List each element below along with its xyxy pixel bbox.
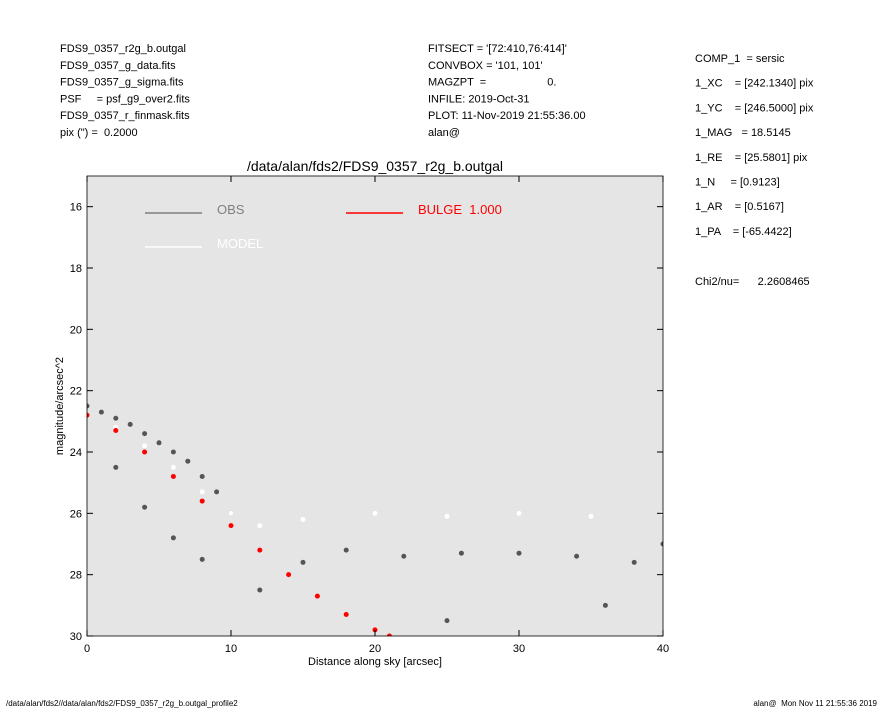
footer-left: /data/alan/fds2//data/alan/fds2/FDS9_035…	[6, 699, 238, 708]
header-line: FDS9_0357_g_data.fits	[60, 60, 176, 72]
x-tick-label: 10	[225, 643, 237, 655]
header-line: alan@	[428, 127, 460, 139]
header-line: FDS9_0357_r2g_b.outgal	[60, 43, 186, 55]
chi2: Chi2/nu= 2.2608465	[695, 276, 810, 288]
y-tick-label: 24	[70, 447, 82, 459]
data-point	[185, 458, 191, 464]
y-tick-label: 18	[70, 263, 82, 275]
data-point	[98, 409, 104, 415]
header-line: INFILE: 2019-Oct-31	[428, 93, 530, 105]
data-point	[257, 587, 263, 593]
data-point	[228, 523, 234, 529]
data-point	[386, 633, 392, 636]
header-line: pix (") = 0.2000	[60, 127, 138, 139]
data-point	[142, 449, 148, 455]
x-axis-label: Distance along sky [arcsec]	[308, 656, 442, 668]
data-point	[156, 440, 162, 446]
y-axis-label: magnitude/arcsec^2	[54, 357, 66, 455]
y-tick-label: 30	[70, 631, 82, 643]
footer-right: alan@ Mon Nov 11 21:55:36 2019	[753, 699, 877, 708]
data-point	[199, 556, 205, 562]
y-tick-label: 22	[70, 386, 82, 398]
data-point	[516, 510, 522, 516]
data-point	[228, 510, 234, 516]
fit-param: 1_PA = [-65.4422]	[695, 226, 792, 238]
y-tick-label: 26	[70, 508, 82, 520]
y-tick-label: 28	[70, 570, 82, 582]
data-point	[170, 535, 176, 541]
fit-param: 1_YC = [246.5000] pix	[695, 102, 814, 114]
data-point	[300, 516, 306, 522]
data-point	[113, 464, 119, 470]
fit-param: 1_AR = [0.5167]	[695, 201, 784, 213]
data-point	[170, 474, 176, 480]
header-line: MAGZPT = 0.	[428, 77, 556, 89]
data-point	[343, 612, 349, 618]
x-tick-label: 20	[369, 643, 381, 655]
data-point	[631, 559, 637, 565]
x-tick-label: 0	[84, 643, 90, 655]
fit-param: 1_RE = [25.5801] pix	[695, 152, 808, 164]
plot-area	[87, 176, 663, 636]
data-point	[458, 550, 464, 556]
x-tick-label: 30	[513, 643, 525, 655]
data-point	[516, 550, 522, 556]
data-point	[372, 510, 378, 516]
data-point	[257, 523, 263, 529]
legend-label: OBS	[217, 202, 245, 217]
data-point	[87, 403, 90, 409]
data-point	[199, 474, 205, 480]
data-point	[127, 421, 133, 427]
data-point	[142, 431, 148, 437]
data-point	[343, 547, 349, 553]
fit-param: COMP_1 = sersic	[695, 53, 785, 65]
data-point	[286, 572, 292, 578]
data-point	[257, 547, 263, 553]
y-tick-label: 20	[70, 324, 82, 336]
data-point	[444, 618, 450, 624]
data-point	[113, 415, 119, 421]
chart-title: /data/alan/fds2/FDS9_0357_r2g_b.outgal	[247, 158, 503, 174]
y-tick-label: 16	[70, 202, 82, 214]
header-line: FDS9_0357_g_sigma.fits	[60, 77, 184, 89]
header-line: PSF = psf_g9_over2.fits	[60, 93, 190, 105]
legend-label: BULGE 1.000	[418, 202, 502, 217]
data-point	[113, 428, 119, 434]
data-point	[199, 489, 205, 495]
data-point	[401, 553, 407, 559]
data-point	[660, 541, 663, 547]
header-line: CONVBOX = '101, 101'	[428, 60, 543, 72]
data-point	[588, 513, 594, 519]
data-point	[444, 513, 450, 519]
points	[87, 403, 663, 636]
data-point	[199, 498, 205, 504]
fit-param: 1_MAG = 18.5145	[695, 127, 791, 139]
data-point	[372, 627, 378, 633]
fit-param: 1_XC = [242.1340] pix	[695, 78, 814, 90]
data-point	[314, 593, 320, 599]
data-point	[87, 412, 90, 418]
data-point	[170, 449, 176, 455]
fit-param: 1_N = [0.9123]	[695, 177, 780, 189]
data-point	[574, 553, 580, 559]
data-point	[300, 559, 306, 565]
data-point	[170, 464, 176, 470]
legend-label: MODEL	[217, 236, 263, 251]
x-tick-label: 40	[657, 643, 669, 655]
header-line: FITSECT = '[72:410,76:414]'	[428, 43, 567, 55]
header-line: FDS9_0357_r_finmask.fits	[60, 110, 190, 122]
data-point	[214, 489, 220, 495]
header-line: PLOT: 11-Nov-2019 21:55:36.00	[428, 110, 586, 122]
data-point	[602, 602, 608, 608]
data-point	[142, 443, 148, 449]
data-point	[142, 504, 148, 510]
